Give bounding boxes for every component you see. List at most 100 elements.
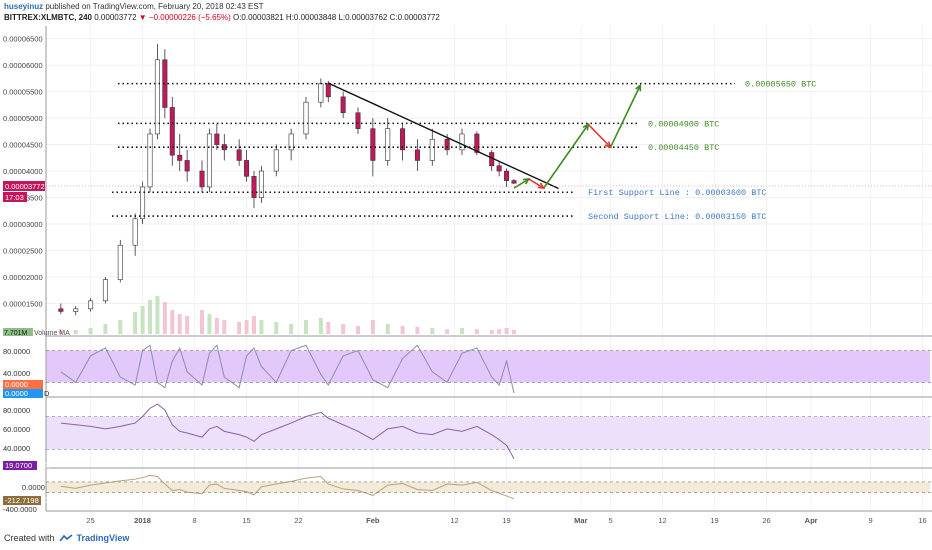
candle-body — [162, 59, 168, 108]
x-tick-label: 19 — [710, 516, 718, 525]
tradingview-brand[interactable]: TradingView — [76, 533, 130, 543]
y-tick-label: 0.00004000 — [3, 167, 43, 176]
volume-bar — [489, 330, 494, 334]
x-tick-label: 9 — [868, 516, 872, 525]
symbol-name[interactable]: BITTREX:XLMBTC, 240 — [4, 13, 93, 22]
y-tick-label: 0.00005500 — [3, 88, 43, 97]
volume-bar — [445, 329, 450, 334]
candle-body — [318, 83, 324, 103]
tradingview-logo-icon — [58, 533, 73, 541]
last-price: 0.00003772 — [94, 13, 137, 22]
volume-bar — [148, 300, 152, 334]
rsi-name: RSI — [38, 461, 51, 470]
symbol-info: BITTREX:XLMBTC, 240 0.00003772 ▼ −0.0000… — [4, 13, 440, 22]
candle-body — [504, 170, 510, 181]
candle-body — [140, 186, 146, 220]
price-tag-bg — [3, 181, 45, 191]
cci-tick-top: 0.0000 — [22, 483, 45, 492]
y-tick-label: 0.00002500 — [3, 247, 43, 256]
volume-bar — [274, 322, 279, 334]
volume-tag-bg — [3, 328, 33, 336]
candle-body — [385, 128, 391, 161]
volume-bar — [385, 324, 390, 334]
down-arrow-icon: ▼ — [138, 13, 147, 22]
candle-body — [199, 170, 205, 188]
volume-bar — [341, 324, 346, 334]
candle-body — [244, 160, 250, 177]
y-tick-label: 0.00002000 — [3, 273, 43, 282]
cci-band — [46, 481, 930, 493]
candle-body — [459, 133, 465, 151]
volume-bar — [207, 314, 212, 334]
forecast-arrowhead — [635, 83, 642, 92]
volume-bar — [58, 329, 63, 334]
volume-bar — [318, 318, 323, 334]
volume-bar — [162, 302, 167, 334]
volume-bar — [200, 310, 204, 334]
candle-body — [400, 128, 406, 151]
footer: Created with TradingView — [4, 533, 129, 543]
candle-body — [303, 101, 309, 135]
rsi-tick-mid1: 60.0000 — [3, 425, 30, 434]
level-label: Second Support Line: 0.00003150 BTC — [588, 212, 767, 222]
candle-body — [206, 133, 212, 188]
ohlc-values: O:0.00003821 H:0.00003848 L:0.00003762 C… — [232, 13, 440, 22]
cci-value: -212.7198 — [5, 496, 39, 505]
volume-bar — [103, 324, 108, 334]
stoch-tick-top: 80.0000 — [3, 347, 30, 356]
volume-bar — [415, 326, 420, 334]
stoch-k-bg — [3, 380, 43, 389]
stoch-line — [60, 344, 515, 394]
volume-bar — [170, 310, 175, 334]
volume-bar — [474, 329, 479, 334]
candle-body — [88, 300, 94, 310]
stoch-d-bg — [3, 389, 43, 398]
volume-bar — [259, 320, 264, 334]
volume-bar — [88, 328, 93, 334]
level-label: 0.00005650 BTC — [745, 80, 816, 90]
y-tick-label: 0.00005000 — [3, 114, 43, 123]
price-axis[interactable]: 0.00006500 0.00006000 0.00005500 0.00005000… — [3, 35, 43, 309]
candle-body — [214, 133, 220, 145]
candle-body — [258, 170, 264, 198]
level-label: 0.00004450 BTC — [648, 143, 719, 153]
rsi-tick-top: 80.0000 — [3, 406, 30, 415]
forecast-segment — [513, 178, 530, 189]
volume-bar — [244, 320, 249, 334]
author-name[interactable]: huseyinuz — [4, 2, 44, 11]
volume-bar — [512, 330, 516, 334]
forecast-segment — [543, 123, 589, 189]
x-tick-label: 16 — [918, 516, 926, 525]
volume-bar — [289, 324, 294, 334]
y-tick-label: 0.00001500 — [3, 300, 43, 309]
x-tick-label: 8 — [192, 516, 196, 525]
candle-body — [117, 244, 123, 280]
level-label: First Support Line : 0.00003600 BTC — [588, 188, 767, 198]
x-tick-label: 25 — [86, 516, 94, 525]
candle-body — [251, 176, 257, 198]
volume-ma-label: Volume MA — [34, 330, 70, 337]
volume-bar — [118, 320, 123, 334]
rsi-tick-mid2: 40.0000 — [3, 444, 30, 453]
y-tick-label: 0.00006500 — [3, 35, 43, 44]
volume-value: 7.701M — [4, 330, 28, 337]
candle-body — [429, 138, 435, 161]
volume-bar — [222, 320, 227, 334]
level-label: 0.00004900 BTC — [648, 119, 719, 129]
cci-tick-bottom: -400.0000 — [3, 505, 37, 514]
cci-line — [60, 474, 515, 500]
volume-bar — [370, 320, 375, 334]
cci-value-bg — [3, 496, 41, 505]
candle-body — [147, 133, 153, 188]
forecast-path[interactable] — [513, 83, 642, 189]
candle-body — [370, 128, 376, 161]
trendline[interactable] — [327, 82, 559, 190]
candle-body — [132, 218, 138, 246]
horizontal-levels: 0.00005650 BTC 0.00004900 BTC 0.00004450 B… — [112, 80, 816, 222]
x-tick-label: Apr — [805, 516, 818, 525]
candle-body — [444, 138, 450, 151]
time-axis[interactable]: 25 2018 8 15 22 Feb 12 19 Mar 5 12 19 26 Apr 9 16 — [86, 516, 926, 525]
candles — [58, 43, 517, 316]
x-tick-label: 22 — [294, 516, 302, 525]
